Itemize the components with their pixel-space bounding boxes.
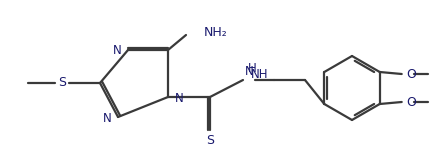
Text: O: O [407,96,416,109]
Text: N: N [245,65,254,78]
Text: NH: NH [251,68,269,81]
Text: S: S [206,133,214,146]
Text: N: N [175,92,184,104]
Text: N: N [103,111,112,125]
Text: NH₂: NH₂ [204,25,228,39]
Text: O: O [407,68,416,81]
Text: H: H [248,62,257,75]
Text: N: N [113,45,122,58]
Text: S: S [58,76,66,89]
